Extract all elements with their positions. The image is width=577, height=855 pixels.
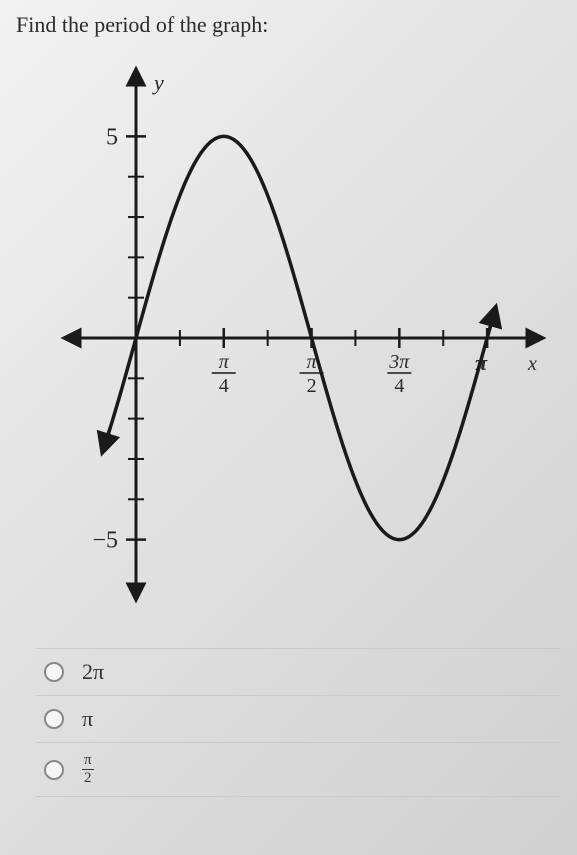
question-prompt: Find the period of the graph: [16,12,561,38]
svg-text:π: π [219,351,230,373]
answer-option[interactable]: 2π [36,648,561,695]
svg-text:−5: −5 [92,528,118,554]
page-surface: Find the period of the graph: 5−5π4π23π4… [0,0,577,855]
svg-text:4: 4 [219,375,229,397]
svg-text:2: 2 [307,375,317,397]
svg-text:y: y [152,70,164,95]
answer-options: 2π π π2 [36,648,561,797]
graph-figure: 5−5π4π23π4πyx [56,58,546,618]
svg-text:5: 5 [106,124,118,150]
svg-text:x: x [527,353,537,375]
svg-text:3π: 3π [388,351,410,373]
radio-icon[interactable] [44,662,64,682]
answer-option[interactable]: π2 [36,742,561,797]
option-label: 2π [82,659,104,685]
radio-icon[interactable] [44,709,64,729]
sine-graph-svg: 5−5π4π23π4πyx [56,58,546,618]
radio-icon[interactable] [44,760,64,780]
option-label: π [82,706,93,732]
svg-text:4: 4 [394,375,404,397]
option-label: π2 [82,753,94,786]
answer-option[interactable]: π [36,695,561,742]
